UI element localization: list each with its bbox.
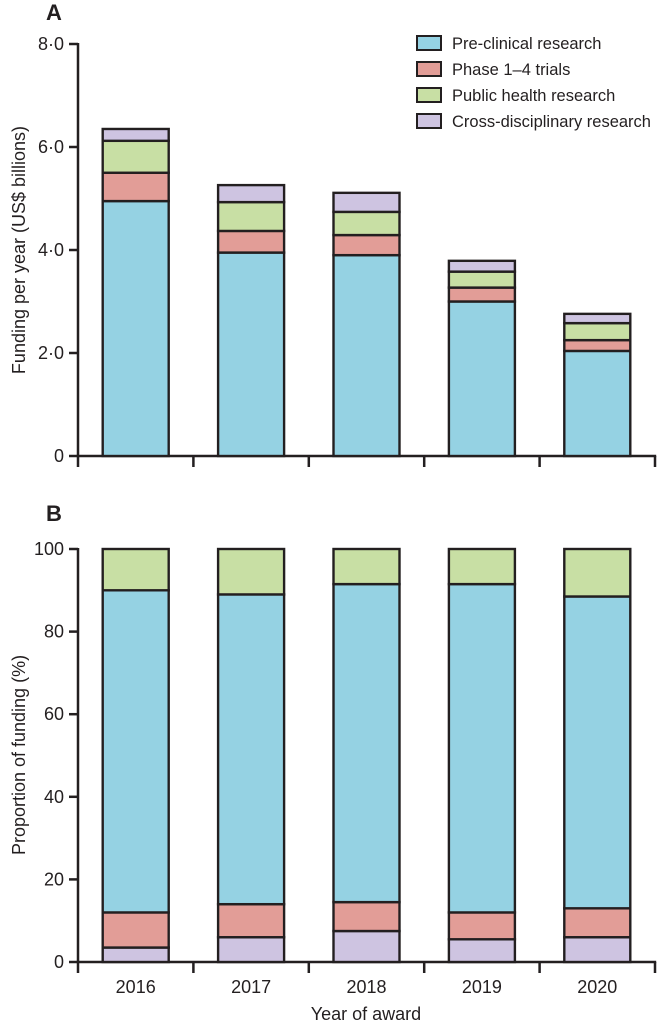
panel-a-bar-2019-public-health [447,270,517,289]
panel-b-y-tick-label-80: 80 [44,622,64,642]
panel-b-y-tick-label-60: 60 [44,704,64,724]
panel-a-y-axis-title: Funding per year (US$ billions) [9,126,29,374]
panel-a-bar-2016-public-health [101,139,170,174]
legend-swatch-cross-disciplinary [416,113,442,129]
panel-a-plot: 0 2·0 4·0 6·0 8·0 [38,34,657,467]
panel-b-bar-2018-phase-1-4-trials [332,900,401,933]
legend-label-cross-disciplinary: Cross-disciplinary research [452,113,651,131]
legend-label-phase-1-4-trials: Phase 1–4 trials [452,61,570,79]
panel-a-bar-2020-cross-disciplinary [563,312,632,325]
panel-a-bar-2018-cross-disciplinary [332,191,401,214]
panel-a-bar-2016-phase-1-4-trials [101,171,170,203]
panel-b-bar-2016-pre-clinical [101,589,170,914]
panel-a-bar-2016-cross-disciplinary [101,127,170,143]
x-axis-title: Year of award [311,1004,421,1024]
panel-b-bar-2020-pre-clinical [563,595,632,910]
panel-b-y-axis-title: Proportion of funding (%) [9,655,29,855]
panel-a-bar-2017-cross-disciplinary [216,183,286,204]
panel-a-bar-2017-public-health [216,200,286,233]
panel-b-y-tick-label-100: 100 [34,539,64,559]
legend-label-pre-clinical: Pre-clinical research [452,35,601,53]
panel-b-y-tick-label-0: 0 [54,952,64,972]
panel-b-bar-2017-phase-1-4-trials [216,902,286,939]
panel-b-bar-2018-cross-disciplinary [332,929,401,964]
panel-b-bar-2019-phase-1-4-trials [447,911,517,941]
panel-a-bar-2016-pre-clinical [101,199,170,458]
panel-b-bar-2017-public-health [216,547,286,596]
panel-b-bar-2019-public-health [447,547,517,586]
panel-a-bar-2019-phase-1-4-trials [447,286,517,303]
panel-a-letter: A [46,0,62,25]
panel-a-bar-2019-pre-clinical [447,300,517,458]
panel-b-bar-2018-public-health [332,547,401,586]
panel-b-plot: 0 20 40 60 80 100 2016 2017 2018 2019 2020 [34,539,657,997]
panel-b-bar-2020-phase-1-4-trials [563,907,632,939]
panel-b-bar-2020-cross-disciplinary [563,936,632,964]
panel-b-y-tick-label-20: 20 [44,869,64,889]
legend-item-pre-clinical: Pre-clinical research [416,35,601,53]
panel-a-y-tick-label-8·0: 8·0 [38,34,64,54]
panel-b-letter: B [46,501,62,526]
panel-a-bar-2017-pre-clinical [216,251,286,458]
panel-b-bar-2020-public-health [563,547,632,598]
legend-swatch-phase-1-4-trials [416,61,442,77]
panel-b-bar-2016-phase-1-4-trials [101,911,170,949]
legend-swatch-public-health [416,87,442,103]
legend: Pre-clinical research Phase 1–4 trials P… [416,35,651,131]
year-label-2018: 2018 [346,977,386,997]
year-label-2016: 2016 [116,977,156,997]
panel-a-y-tick-label-4·0: 4·0 [38,240,64,260]
panel-b-bar-2019-cross-disciplinary [447,938,517,964]
panel-a-bar-2020-pre-clinical [563,349,632,458]
panel-b-bar-2016-public-health [101,547,170,592]
year-label-2017: 2017 [231,977,271,997]
panel-a-bar-2019-cross-disciplinary [447,259,517,273]
legend-item-public-health: Public health research [416,87,615,105]
legend-swatch-pre-clinical [416,35,442,51]
panel-a-bar-2018-phase-1-4-trials [332,233,401,257]
panel-a-bar-2020-phase-1-4-trials [563,338,632,353]
panel-a-bar-2017-phase-1-4-trials [216,229,286,254]
panel-a-y-tick-label-0: 0 [54,446,64,466]
panel-a-y-tick-label-6·0: 6·0 [38,137,64,157]
panel-a-bar-2018-pre-clinical [332,253,401,458]
panel-b-bar-2018-pre-clinical [332,582,401,904]
panel-b-bar-2016-cross-disciplinary [101,946,170,964]
legend-item-cross-disciplinary: Cross-disciplinary research [416,113,651,131]
panel-b-bar-2017-cross-disciplinary [216,936,286,964]
panel-b-bar-2019-pre-clinical [447,582,517,914]
panel-b-bar-2017-pre-clinical [216,593,286,906]
panel-b-y-tick-label-40: 40 [44,787,64,807]
panel-a-bar-2020-public-health [563,321,632,342]
panel-a-bar-2018-public-health [332,210,401,237]
panel-a-y-tick-label-2·0: 2·0 [38,343,64,363]
year-label-2019: 2019 [462,977,502,997]
legend-label-public-health: Public health research [452,87,615,105]
year-label-2020: 2020 [577,977,617,997]
legend-item-phase-1-4-trials: Phase 1–4 trials [416,61,570,79]
